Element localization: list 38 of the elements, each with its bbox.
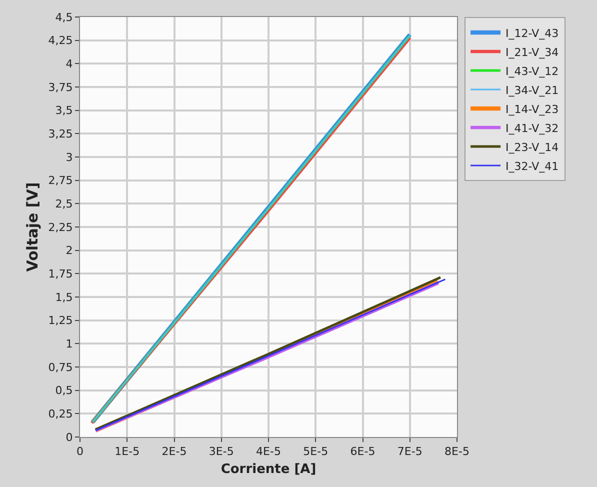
- y-tick-label: 2,5: [55, 198, 73, 211]
- legend-label: I_14-V_23: [506, 102, 559, 116]
- y-tick-label: 2,75: [48, 174, 73, 188]
- y-tick-label: 0,75: [48, 360, 73, 374]
- x-tick-label: 3E-5: [208, 445, 234, 458]
- y-tick-label: 0: [66, 430, 73, 444]
- legend-label: I_41-V_32: [506, 122, 559, 135]
- y-tick-label: 2,25: [48, 220, 73, 234]
- legend-label: I_12-V_43: [506, 26, 559, 40]
- x-tick-label: 8E-5: [444, 445, 470, 458]
- x-tick-label: 1E-5: [114, 445, 140, 458]
- y-tick-label: 3,25: [48, 128, 73, 141]
- x-tick-label: 0: [76, 445, 84, 458]
- legend-label: I_21-V_34: [506, 46, 559, 59]
- y-tick-label: 3,5: [55, 104, 73, 118]
- y-tick-label: 0,5: [55, 384, 73, 398]
- y-tick-label: 4,5: [55, 10, 73, 24]
- y-tick-label: 1: [66, 338, 73, 351]
- x-axis-title: Corriente [A]: [220, 462, 316, 477]
- x-tick-label: 4E-5: [256, 445, 281, 458]
- y-tick-label: 1,25: [48, 314, 73, 328]
- legend-label: I_34-V_21: [506, 84, 559, 97]
- legend-label: I_32-V_41: [506, 160, 559, 173]
- x-tick-label: 2E-5: [162, 445, 187, 458]
- legend-label: I_43-V_12: [506, 64, 559, 78]
- y-tick-label: 3,75: [48, 80, 73, 94]
- x-tick-label: 5E-5: [303, 445, 328, 458]
- y-tick-label: 1,5: [55, 290, 73, 304]
- y-tick-label: 0,25: [48, 408, 73, 421]
- y-tick-label: 4,25: [48, 34, 73, 48]
- y-tick-label: 4: [66, 58, 73, 71]
- y-tick-label: 1,75: [48, 268, 73, 281]
- x-tick-label: 7E-5: [397, 445, 422, 458]
- x-tick-label: 6E-5: [350, 445, 376, 458]
- y-axis-title: Voltaje [V]: [24, 182, 42, 272]
- y-tick-label: 3: [66, 150, 73, 164]
- y-tick-label: 2: [66, 244, 73, 258]
- legend-label: I_23-V_14: [506, 140, 559, 154]
